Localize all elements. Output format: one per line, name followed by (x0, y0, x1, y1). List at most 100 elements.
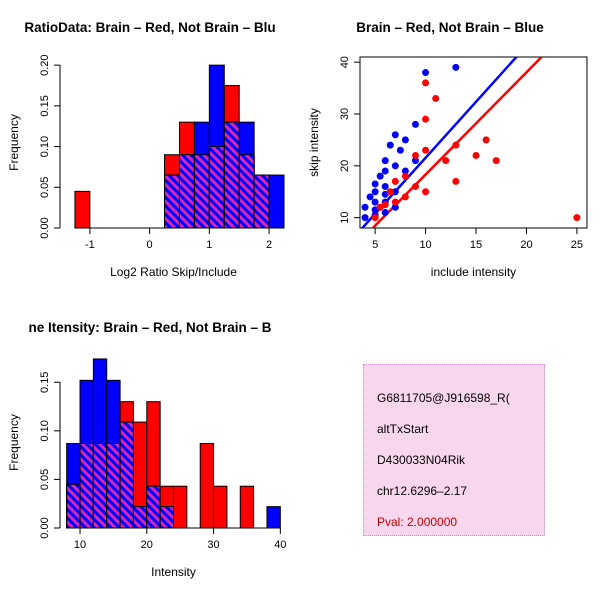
y-tick-label: 0.15 (39, 372, 51, 393)
scatter-point-red (422, 115, 430, 123)
y-axis-label: Frequency (7, 414, 21, 471)
title-text: Brain – Red, Not Brain – Blue (356, 20, 544, 35)
scatter-point-blue (391, 131, 399, 139)
scatter-point-red (442, 157, 450, 165)
bar-overlap (208, 146, 225, 229)
panel-scatter: 5 10 15 20 25 10 20 30 40 include intensity skip i… (300, 0, 600, 300)
x-tick-label: 20 (141, 539, 153, 551)
scatter-point-red (492, 157, 500, 165)
bar-overlap (193, 154, 210, 229)
scatter-point-red (381, 201, 389, 209)
scatter-point-blue (411, 157, 419, 165)
bar-overlap (164, 174, 180, 229)
x-tick-label: -1 (85, 239, 95, 251)
info-line-pval: Pval: 2.000000 (377, 515, 458, 529)
scatter-point-blue (381, 157, 389, 165)
scatter-point-red (386, 188, 394, 196)
scatter-point-blue (386, 141, 394, 149)
x-tick-label: 10 (419, 239, 431, 251)
x-axis-label: Intensity (151, 565, 196, 579)
x-tick-label: 1 (206, 239, 212, 251)
scatter-point-blue (371, 180, 379, 188)
y-tick-label: 20 (339, 160, 351, 172)
x-tick-label: 40 (274, 539, 286, 551)
title-text: ne Itensity: Brain – Red, Not Brain – B (28, 320, 272, 335)
scatter-point-blue (371, 188, 379, 196)
y-tick-label: 10 (339, 212, 351, 224)
scatter-point-red (371, 214, 379, 222)
scatter-point-blue (396, 146, 404, 154)
scatter-point-blue (371, 198, 379, 206)
panel-gene-info: G6811705@J916598_R( altTxStart D430033N0… (300, 300, 600, 600)
scatter-point-blue (361, 214, 369, 222)
scatter-point-red (452, 141, 460, 149)
scatter-point-red (391, 177, 399, 185)
title-text: RatioData: Brain – Red, Not Brain – Blu (24, 20, 276, 35)
scatter-point-blue (366, 193, 374, 201)
scatter-point-red (573, 214, 581, 222)
scatter-point-red (401, 193, 409, 201)
scatter-point-red (452, 177, 460, 185)
scatter-point-blue (381, 167, 389, 175)
bar-overlap (178, 154, 195, 229)
y-tick-label: 0.20 (39, 54, 51, 75)
x-tick-label: 10 (74, 539, 86, 551)
scatter-point-blue (381, 208, 389, 216)
bar-overlap (92, 442, 108, 529)
y-axis-label: Frequency (7, 114, 21, 171)
bar-overlap (119, 421, 134, 529)
y-tick-label: 0.10 (39, 420, 51, 441)
bar-red (173, 485, 188, 529)
scatter-plot: 5 10 15 20 25 10 20 30 40 include intensity skip i… (307, 56, 588, 279)
info-line-gene-name: D430033N04Rik (377, 453, 466, 467)
bar-overlap (253, 174, 270, 229)
x-axis-label: Log2 Ratio Skip/Include (110, 265, 237, 279)
bar-red (74, 190, 91, 229)
bar-blue (268, 174, 285, 229)
bar-overlap (159, 506, 175, 529)
bar-blue (266, 506, 281, 529)
y-tick-label: 0.15 (39, 95, 51, 116)
info-line-event: altTxStart (377, 422, 429, 436)
x-tick-label: 30 (207, 539, 219, 551)
scatter-point-red (411, 183, 419, 191)
scatter-point-red (422, 146, 430, 154)
info-line-locus: chr12.6296–2.17 (377, 484, 468, 498)
y-tick-label: 0.00 (39, 517, 51, 538)
x-tick-label: 15 (470, 239, 482, 251)
red-fit-line (371, 57, 543, 228)
bar-overlap (238, 154, 255, 229)
bar-overlap (132, 506, 148, 529)
points-red (371, 79, 581, 222)
scatter-point-blue (391, 188, 399, 196)
scatter-point-red (422, 79, 430, 87)
x-tick-label: 2 (266, 239, 272, 251)
scatter-title: Brain – Red, Not Brain – Blue (300, 20, 600, 35)
bar-overlap (66, 483, 81, 529)
scatter-point-red (482, 136, 490, 144)
bar-red (199, 442, 215, 529)
points-blue (361, 63, 460, 222)
scatter-point-blue (401, 167, 409, 175)
histogram-bars (74, 64, 285, 229)
y-tick-label: 0.10 (39, 136, 51, 157)
y-tick-label: 0.05 (39, 469, 51, 490)
scatter-point-blue (391, 203, 399, 211)
intensity-histogram-plot: 10 20 30 40 0.00 0.05 0.10 0.15 Intensity Frequen… (7, 358, 286, 579)
y-tick-label: 40 (339, 56, 351, 68)
y-axis-label: skip intensity (307, 108, 321, 177)
scatter-point-red (411, 151, 419, 159)
scatter-point-blue (361, 203, 369, 211)
bar-overlap (79, 442, 94, 529)
scatter-point-blue (381, 183, 389, 191)
gene-info-box: G6811705@J916598_R( altTxStart D430033N0… (363, 364, 545, 536)
scatter-point-blue (452, 63, 460, 71)
scatter-point-red (401, 172, 409, 180)
scatter-point-blue (376, 172, 384, 180)
bar-overlap (146, 485, 161, 529)
bar-red (213, 485, 228, 529)
info-line-gene-id: G6811705@J916598_R( (377, 391, 510, 405)
y-tick-label: 0.05 (39, 177, 51, 198)
panel-ratio-histogram: -1 0 1 2 0.00 0.05 0.10 0.15 0.20 Log2 Ratio Skip… (0, 0, 300, 300)
ratio-histogram-title: RatioData: Brain – Red, Not Brain – Blu (0, 20, 300, 35)
